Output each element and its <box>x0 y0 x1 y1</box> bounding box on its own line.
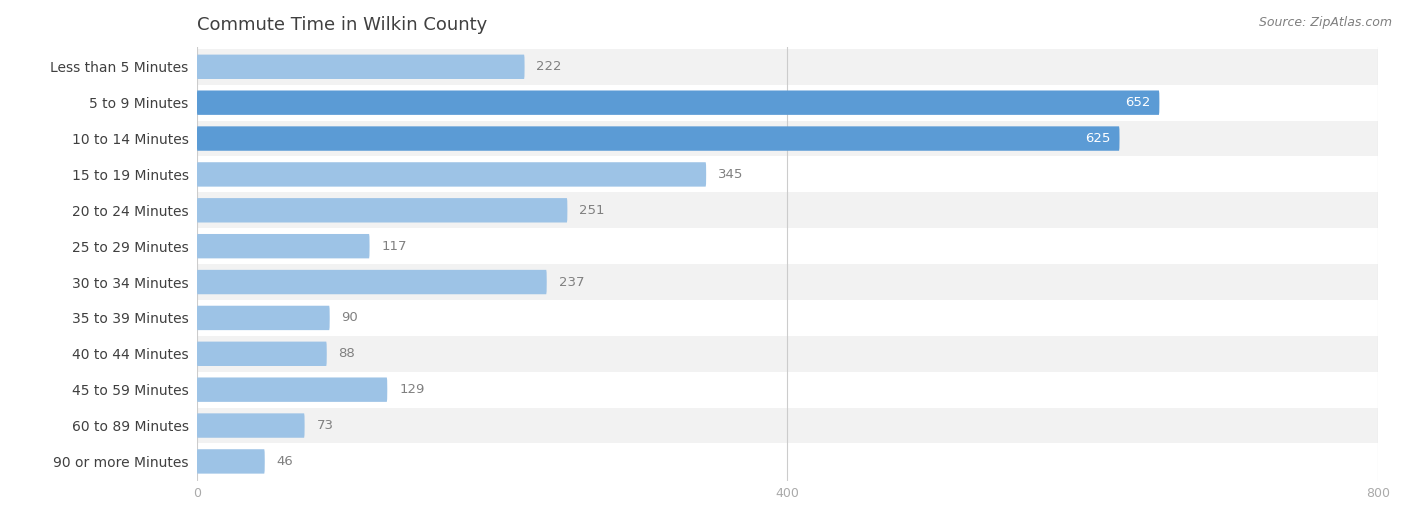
FancyBboxPatch shape <box>197 378 387 402</box>
FancyBboxPatch shape <box>197 49 1378 85</box>
FancyBboxPatch shape <box>197 234 370 258</box>
FancyBboxPatch shape <box>197 121 1378 156</box>
Text: 625: 625 <box>1085 132 1111 145</box>
FancyBboxPatch shape <box>197 407 1378 444</box>
FancyBboxPatch shape <box>197 198 568 222</box>
Text: 222: 222 <box>537 60 562 73</box>
FancyBboxPatch shape <box>197 192 1378 228</box>
Text: 345: 345 <box>718 168 744 181</box>
Text: 90: 90 <box>342 311 359 324</box>
FancyBboxPatch shape <box>197 264 1378 300</box>
Text: Commute Time in Wilkin County: Commute Time in Wilkin County <box>197 16 486 35</box>
FancyBboxPatch shape <box>197 336 1378 372</box>
Text: 237: 237 <box>558 276 583 289</box>
FancyBboxPatch shape <box>197 413 305 438</box>
Text: 73: 73 <box>316 419 333 432</box>
FancyBboxPatch shape <box>197 156 1378 192</box>
FancyBboxPatch shape <box>197 90 1160 115</box>
FancyBboxPatch shape <box>197 342 326 366</box>
FancyBboxPatch shape <box>197 300 1378 336</box>
Text: Source: ZipAtlas.com: Source: ZipAtlas.com <box>1258 16 1392 29</box>
FancyBboxPatch shape <box>197 372 1378 407</box>
FancyBboxPatch shape <box>197 127 1119 151</box>
FancyBboxPatch shape <box>197 270 547 294</box>
Text: 88: 88 <box>339 347 356 360</box>
FancyBboxPatch shape <box>197 306 329 330</box>
FancyBboxPatch shape <box>197 444 1378 480</box>
Text: 652: 652 <box>1125 96 1150 109</box>
FancyBboxPatch shape <box>197 228 1378 264</box>
Text: 251: 251 <box>579 204 605 217</box>
FancyBboxPatch shape <box>197 85 1378 121</box>
FancyBboxPatch shape <box>197 54 524 79</box>
FancyBboxPatch shape <box>197 449 264 474</box>
Text: 129: 129 <box>399 383 425 396</box>
FancyBboxPatch shape <box>197 162 706 187</box>
Text: 117: 117 <box>381 240 406 253</box>
Text: 46: 46 <box>277 455 294 468</box>
